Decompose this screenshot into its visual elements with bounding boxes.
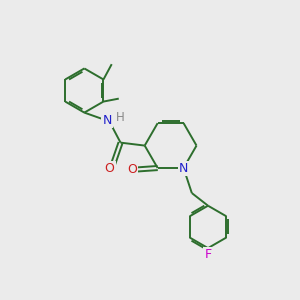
Text: N: N [179, 161, 188, 175]
Text: O: O [105, 162, 115, 175]
Text: N: N [102, 114, 112, 127]
Text: O: O [127, 163, 137, 176]
Text: F: F [204, 248, 211, 261]
Text: H: H [116, 111, 125, 124]
